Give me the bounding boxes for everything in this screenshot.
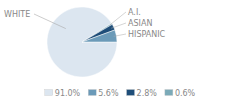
legend-label: 91.0% xyxy=(55,89,81,98)
legend-swatch xyxy=(88,90,96,96)
annotation-line xyxy=(34,14,66,29)
annotation: A.I. xyxy=(128,8,141,17)
annotation-line xyxy=(114,34,126,36)
legend-swatch xyxy=(45,90,53,96)
legend-swatch xyxy=(165,90,173,96)
legend: 91.0% 5.6% 2.8% 0.6% xyxy=(45,89,196,98)
annotation: HISPANIC xyxy=(128,30,166,39)
pie-slice xyxy=(47,7,117,77)
pie xyxy=(47,7,117,77)
annotation-line xyxy=(111,23,126,28)
legend-label: 2.8% xyxy=(137,89,158,98)
chart: WHITE A.I. ASIAN HISPANIC 91.0% 5.6% 2.8% 0.6% xyxy=(0,0,240,100)
annotation: ASIAN xyxy=(128,19,152,28)
legend-label: 0.6% xyxy=(175,89,196,98)
annotation-line xyxy=(110,12,126,25)
annotation: WHITE xyxy=(4,10,30,19)
pie-slice xyxy=(82,30,117,42)
annotations: WHITE A.I. ASIAN HISPANIC xyxy=(4,8,166,39)
legend-label: 5.6% xyxy=(98,89,119,98)
legend-swatch xyxy=(127,90,135,96)
